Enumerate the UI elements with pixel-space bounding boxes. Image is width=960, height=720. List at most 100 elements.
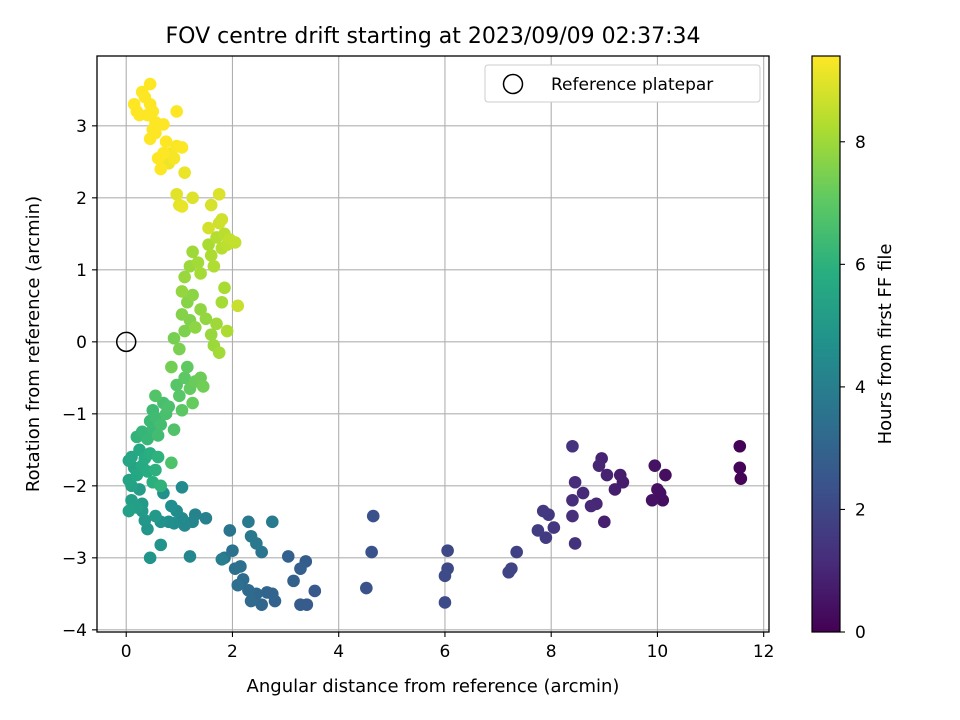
- y-axis-label: Rotation from reference (arcmin): [23, 196, 44, 492]
- data-point: [199, 511, 213, 525]
- data-point: [242, 583, 255, 597]
- data-point: [149, 389, 162, 403]
- data-point: [165, 499, 178, 513]
- x-tick-label: 0: [121, 642, 132, 662]
- data-point: [175, 308, 189, 321]
- data-point: [536, 504, 550, 518]
- data-point: [438, 596, 452, 609]
- data-point: [255, 598, 268, 611]
- data-point: [151, 450, 165, 464]
- data-point: [733, 461, 747, 475]
- data-point: [170, 187, 183, 201]
- data-point: [127, 97, 141, 111]
- data-point: [167, 423, 181, 436]
- data-point: [294, 562, 307, 575]
- colorbar-tick-label: 2: [855, 500, 866, 520]
- data-point: [207, 259, 221, 273]
- data-point: [202, 221, 215, 235]
- data-point: [223, 524, 237, 537]
- data-point: [576, 486, 590, 500]
- data-point: [510, 545, 523, 559]
- data-point: [178, 324, 191, 338]
- data-point: [186, 245, 199, 259]
- x-tick-label: 12: [753, 642, 775, 662]
- data-point: [547, 521, 561, 534]
- data-point: [613, 468, 627, 482]
- colorbar-ticks: 0 2 4 6 8: [840, 133, 866, 643]
- data-point: [146, 105, 160, 118]
- data-point: [598, 515, 611, 529]
- data-point: [287, 574, 300, 588]
- x-tick-label: 6: [440, 642, 451, 662]
- data-point: [568, 475, 582, 489]
- plot-frame: [96, 55, 770, 633]
- data-point: [218, 281, 231, 295]
- data-point: [133, 108, 146, 122]
- x-axis-label: Angular distance from reference (arcmin): [247, 676, 620, 697]
- data-point: [210, 317, 223, 331]
- colorbar-tick-label: 6: [855, 255, 866, 275]
- data-point: [154, 418, 168, 431]
- data-point: [183, 550, 197, 563]
- x-tick-label: 8: [546, 642, 557, 662]
- data-point: [188, 321, 202, 334]
- data-point: [143, 551, 157, 565]
- data-point: [365, 545, 378, 559]
- y-tick-label: −3: [62, 549, 87, 569]
- data-point: [568, 537, 582, 550]
- data-point: [159, 135, 173, 148]
- data-point: [154, 479, 168, 493]
- data-point: [173, 342, 186, 356]
- data-point: [149, 463, 162, 477]
- data-point: [308, 584, 322, 598]
- data-point: [178, 166, 191, 179]
- data-point: [366, 509, 380, 523]
- chart-title: FOV centre drift starting at 2023/09/09 …: [166, 24, 701, 49]
- data-point: [167, 331, 181, 345]
- y-tick-label: −2: [62, 477, 87, 497]
- data-point: [175, 403, 189, 417]
- data-point: [566, 493, 579, 507]
- data-points: [122, 77, 748, 611]
- data-point: [231, 299, 245, 313]
- data-point: [566, 439, 579, 453]
- data-point: [215, 552, 229, 566]
- data-point: [162, 400, 176, 413]
- data-point: [165, 360, 178, 374]
- gridlines: [97, 56, 769, 632]
- data-point: [186, 191, 199, 205]
- data-point: [186, 288, 199, 302]
- colorbar-gradient: [811, 55, 841, 633]
- data-point: [125, 493, 138, 507]
- data-point: [360, 581, 373, 595]
- data-point: [566, 509, 579, 523]
- data-point: [141, 432, 154, 446]
- y-tick-label: 3: [76, 117, 87, 137]
- data-point: [157, 118, 170, 131]
- data-point: [178, 270, 191, 284]
- data-point: [175, 200, 189, 213]
- data-point: [220, 324, 234, 338]
- colorbar-tick-label: 4: [855, 378, 866, 398]
- y-tick-label: 2: [76, 189, 87, 209]
- y-axis-ticks: −4 −3 −2 −1 0 1 2 3: [62, 117, 97, 641]
- data-point: [281, 550, 295, 563]
- data-point: [204, 249, 218, 262]
- x-tick-label: 4: [333, 642, 344, 662]
- colorbar-label: Hours from first FF file: [875, 244, 896, 445]
- data-point: [260, 586, 274, 599]
- data-point: [212, 187, 226, 201]
- data-point: [199, 312, 213, 326]
- y-tick-label: 0: [76, 333, 87, 353]
- data-point: [149, 126, 162, 140]
- data-point: [231, 578, 245, 592]
- x-tick-label: 2: [227, 642, 238, 662]
- data-point: [175, 141, 189, 154]
- data-point: [212, 346, 226, 359]
- data-point: [151, 429, 165, 442]
- data-point: [734, 472, 748, 485]
- data-point: [242, 515, 255, 529]
- data-point: [244, 529, 258, 543]
